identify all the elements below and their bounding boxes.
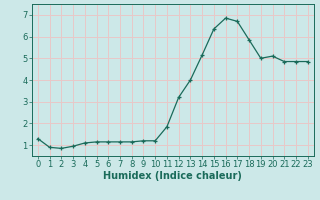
X-axis label: Humidex (Indice chaleur): Humidex (Indice chaleur) [103, 171, 242, 181]
